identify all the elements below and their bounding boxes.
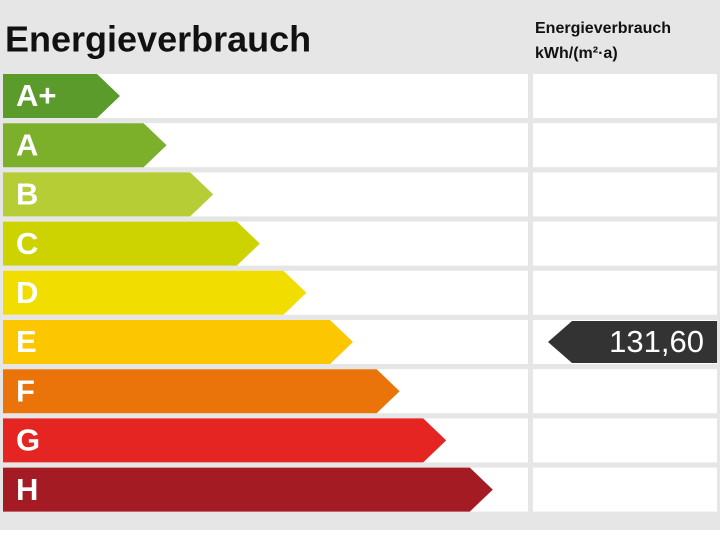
value-cell <box>533 172 717 217</box>
class-label: D <box>16 275 38 310</box>
class-label: H <box>16 472 38 507</box>
class-arrow <box>3 467 493 512</box>
class-label: A+ <box>16 78 57 113</box>
class-label: F <box>16 373 35 408</box>
value-marker <box>548 321 717 363</box>
class-arrow <box>3 172 214 217</box>
value-cell <box>533 467 717 512</box>
class-arrow <box>3 123 167 168</box>
class-arrow <box>3 74 120 118</box>
value-cell <box>533 123 717 168</box>
value-cell <box>533 270 717 315</box>
value-cell <box>533 418 717 463</box>
class-label: E <box>16 324 37 359</box>
class-label: G <box>16 423 40 458</box>
title: Energieverbrauch <box>5 19 311 60</box>
value-cell <box>533 74 717 118</box>
unit: kWh/(m²·a) <box>535 45 618 62</box>
class-label: C <box>16 226 38 261</box>
class-arrow <box>3 418 447 463</box>
unit-title: Energieverbrauch <box>535 20 671 37</box>
class-label: B <box>16 177 38 212</box>
class-arrow <box>3 320 353 364</box>
value-cell <box>533 369 717 414</box>
class-arrow <box>3 369 400 414</box>
class-label: A <box>16 127 38 162</box>
value-label: 131,60 <box>609 324 704 359</box>
class-arrow <box>3 221 260 266</box>
value-cell <box>533 221 717 266</box>
class-arrow <box>3 270 307 315</box>
